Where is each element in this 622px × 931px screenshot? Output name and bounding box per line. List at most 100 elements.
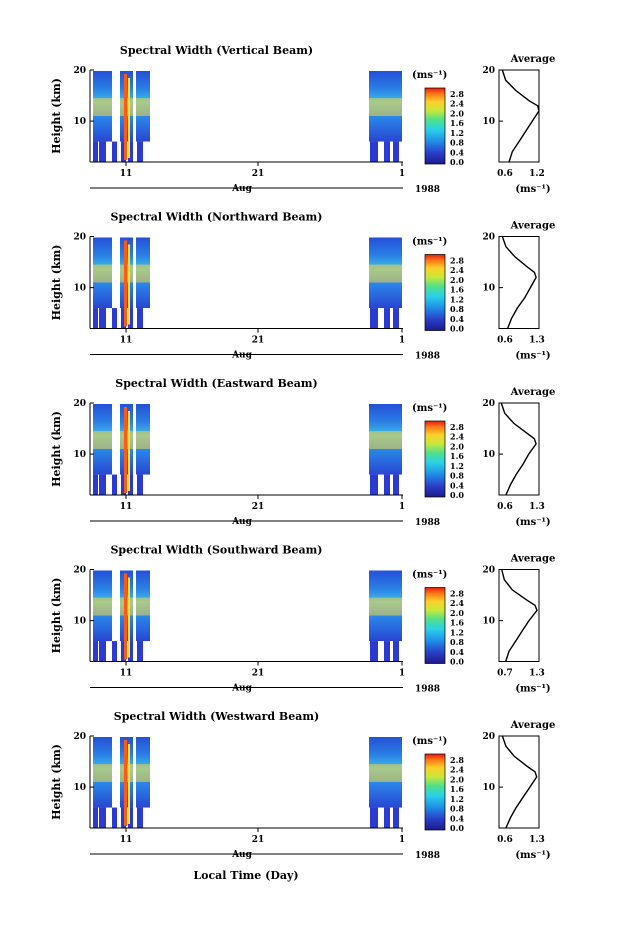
- profile-x-tick-label: 1.3: [529, 502, 545, 512]
- profile-x-tick-label: 1.3: [529, 669, 545, 679]
- low-column: [384, 641, 390, 662]
- year-label: 1988: [415, 685, 440, 695]
- colorbar-tick-label: 2.4: [450, 99, 464, 109]
- profile-x-title: (ms⁻¹): [515, 850, 550, 861]
- colorbar-tick-label: 1.2: [450, 794, 464, 804]
- low-column: [93, 641, 98, 662]
- low-column: [384, 141, 390, 162]
- x-tick-label: 11: [120, 669, 133, 679]
- profile-x-tick-label: 0.7: [497, 669, 513, 679]
- hot-layer: [136, 98, 150, 116]
- colorbar-tick-label: 1.2: [450, 128, 464, 138]
- colorbar-tick-label: 0.0: [450, 823, 464, 833]
- x-tick-label: 11: [120, 835, 133, 845]
- low-column: [112, 474, 117, 495]
- month-label: Aug: [231, 351, 253, 361]
- profile-y-tick-label: 20: [482, 233, 495, 243]
- profile-y-tick-label: 20: [482, 66, 495, 76]
- low-column: [128, 308, 133, 329]
- low-column: [93, 807, 98, 828]
- panel-title: Spectral Width (Vertical Beam): [120, 44, 313, 57]
- colorbar-tick-label: 0.0: [450, 324, 464, 334]
- month-label: Aug: [231, 184, 253, 194]
- colorbar-tick-label: 1.6: [450, 118, 464, 128]
- y-tick-label: 10: [73, 117, 86, 127]
- panel-5: Spectral Width (Westward Beam) 20 10 Height…: [50, 710, 555, 861]
- low-column: [93, 141, 98, 162]
- hot-layer: [136, 431, 150, 449]
- colorbar-tick-label: 0.0: [450, 157, 464, 167]
- low-column: [99, 141, 106, 162]
- colorbar-tick-label: 2.8: [450, 422, 464, 432]
- colorbar-tick-label: 0.4: [450, 480, 464, 490]
- colorbar-tick-label: 2.4: [450, 265, 464, 275]
- profile-y-tick-label: 10: [482, 617, 495, 627]
- colorbar-tick-label: 1.6: [450, 451, 464, 461]
- low-column: [99, 641, 106, 662]
- hot-layer: [369, 597, 402, 616]
- y-tick-label: 10: [73, 783, 86, 793]
- low-column: [370, 641, 378, 662]
- low-column: [99, 474, 106, 495]
- colorbar-tick-label: 2.8: [450, 589, 464, 599]
- colorbar-tick-label: 1.2: [450, 627, 464, 637]
- streak: [124, 740, 127, 826]
- low-column: [370, 308, 378, 329]
- profile-title: Average: [510, 387, 556, 398]
- profile-x-tick-label: 0.6: [497, 835, 513, 845]
- y-tick-label: 20: [73, 399, 86, 409]
- colorbar-tick-label: 2.0: [450, 108, 464, 118]
- year-label: 1988: [415, 518, 440, 528]
- hot-layer: [93, 597, 112, 616]
- profile-x-title: (ms⁻¹): [515, 351, 550, 362]
- hot-layer: [369, 264, 402, 283]
- colorbar: [424, 420, 446, 498]
- panel-title: Spectral Width (Northward Beam): [111, 211, 323, 224]
- streak: [124, 240, 127, 327]
- low-column: [393, 308, 399, 329]
- y-axis-title: Height (km): [50, 245, 63, 321]
- y-tick-label: 20: [73, 66, 86, 76]
- colorbar-tick-label: 0.8: [450, 804, 464, 814]
- colorbar-tick-label: 0.4: [450, 314, 464, 324]
- profile-x-tick-label: 1.2: [529, 169, 545, 179]
- hot-layer: [93, 98, 112, 116]
- colorbar-tick-label: 2.8: [450, 89, 464, 99]
- profile-frame: [498, 69, 540, 163]
- y-axis-title: Height (km): [50, 578, 63, 654]
- profile-title: Average: [510, 54, 556, 65]
- profile-y-tick-label: 10: [482, 450, 495, 460]
- low-column: [128, 641, 133, 662]
- low-column: [93, 308, 98, 329]
- colorbar-tick-label: 2.4: [450, 598, 464, 608]
- y-tick-label: 20: [73, 566, 86, 576]
- year-label: 1988: [415, 352, 440, 362]
- low-column: [370, 807, 378, 828]
- low-column: [99, 308, 106, 329]
- y-tick-label: 10: [73, 284, 86, 294]
- profile-x-tick-label: 0.6: [497, 502, 513, 512]
- streak: [128, 577, 130, 658]
- streak: [128, 744, 130, 824]
- colorbar-tick-label: 0.8: [450, 138, 464, 148]
- profile-line: [501, 735, 538, 829]
- streak: [128, 411, 130, 491]
- hot-layer: [93, 764, 112, 782]
- low-column: [137, 474, 143, 495]
- colorbar-tick-label: 2.4: [450, 765, 464, 775]
- colorbar-tick-label: 1.6: [450, 285, 464, 295]
- low-column: [384, 807, 390, 828]
- colorbar-unit: (ms⁻¹): [412, 736, 447, 747]
- colorbar-tick-label: 0.4: [450, 813, 464, 823]
- profile-line: [501, 236, 537, 329]
- low-column: [393, 807, 399, 828]
- low-column: [384, 308, 390, 329]
- profile-x-tick-label: 1.3: [529, 336, 545, 346]
- y-axis-title: Height (km): [50, 78, 63, 154]
- month-label: Aug: [231, 684, 253, 694]
- low-column: [99, 807, 106, 828]
- low-column: [128, 807, 133, 828]
- streak: [124, 573, 127, 660]
- profile-y-tick-label: 20: [482, 732, 495, 742]
- colorbar-tick-label: 2.8: [450, 755, 464, 765]
